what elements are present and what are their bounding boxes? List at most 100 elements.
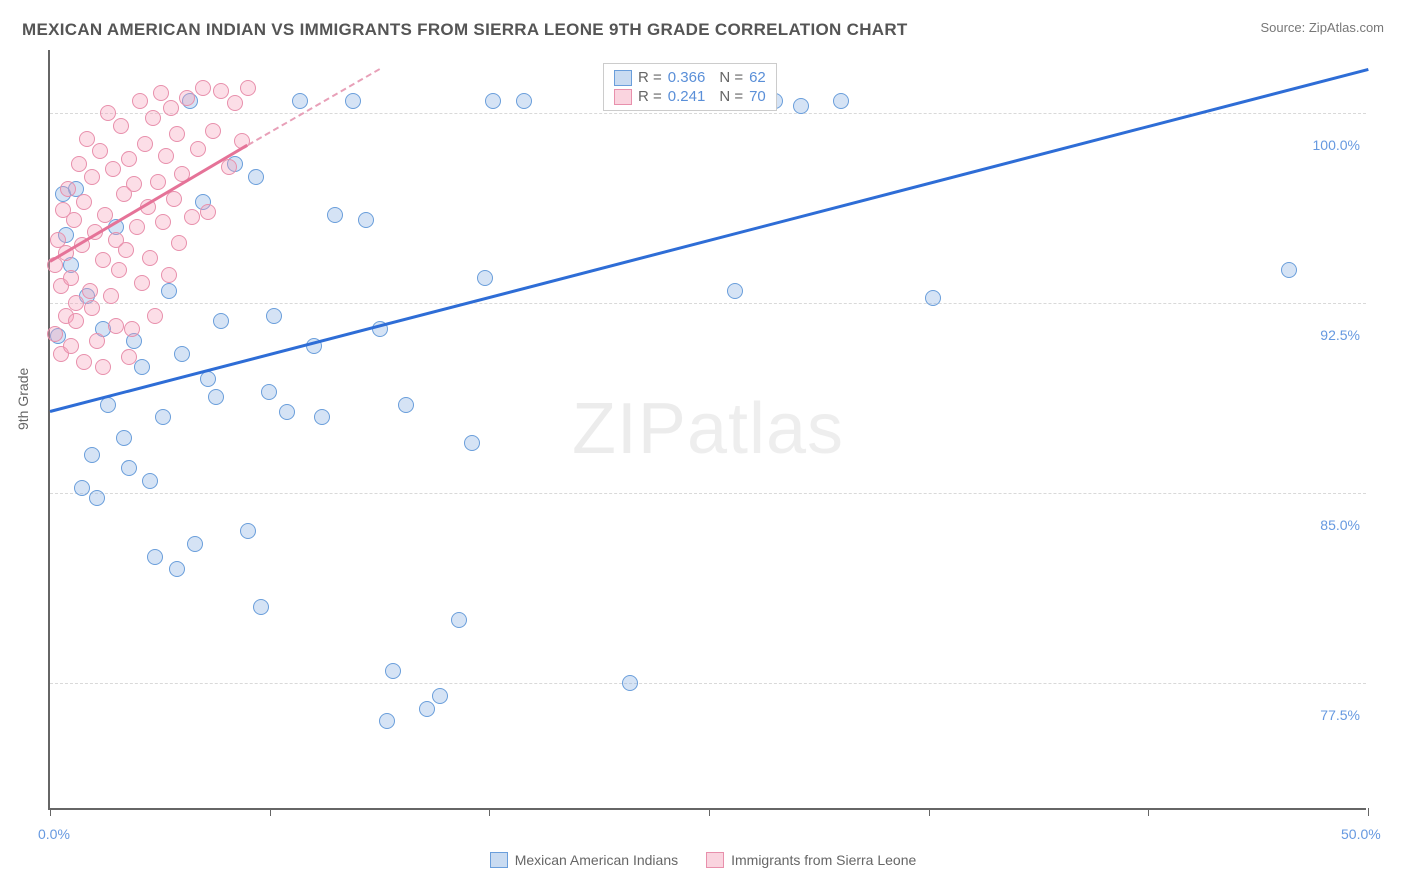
data-point (190, 141, 206, 157)
data-point (60, 181, 76, 197)
data-point (213, 313, 229, 329)
data-point (145, 110, 161, 126)
legend-swatch (614, 70, 632, 86)
data-point (118, 242, 134, 258)
data-point (833, 93, 849, 109)
data-point (155, 409, 171, 425)
data-point (345, 93, 361, 109)
data-point (161, 283, 177, 299)
data-point (95, 252, 111, 268)
data-point (727, 283, 743, 299)
data-point (208, 389, 224, 405)
data-point (451, 612, 467, 628)
data-point (419, 701, 435, 717)
data-point (105, 161, 121, 177)
data-point (100, 105, 116, 121)
data-point (195, 80, 211, 96)
data-point (205, 123, 221, 139)
x-tick (270, 808, 271, 816)
data-point (171, 235, 187, 251)
data-point (116, 430, 132, 446)
data-point (92, 143, 108, 159)
data-point (358, 212, 374, 228)
stats-legend-row: R =0.241N =70 (614, 87, 766, 106)
x-tick (709, 808, 710, 816)
x-tick (50, 808, 51, 816)
series-legend: Mexican American Indians Immigrants from … (0, 852, 1406, 868)
data-point (95, 359, 111, 375)
data-point (516, 93, 532, 109)
watermark-bold: ZIP (572, 389, 687, 469)
y-tick-label: 92.5% (1320, 327, 1360, 343)
n-label: N = (719, 69, 743, 86)
data-point (213, 83, 229, 99)
n-value: 62 (749, 69, 766, 86)
data-point (155, 214, 171, 230)
x-tick (1148, 808, 1149, 816)
legend-swatch (706, 852, 724, 868)
data-point (124, 321, 140, 337)
x-tick (489, 808, 490, 816)
r-label: R = (638, 88, 662, 105)
gridline-h (50, 303, 1366, 304)
data-point (47, 326, 63, 342)
data-point (253, 599, 269, 615)
data-point (266, 308, 282, 324)
x-tick-label: 50.0% (1341, 826, 1381, 842)
stats-legend: R =0.366N =62R =0.241N =70 (603, 63, 777, 111)
legend-item: Mexican American Indians (490, 852, 678, 868)
y-axis-title: 9th Grade (15, 368, 31, 430)
data-point (134, 275, 150, 291)
data-point (108, 318, 124, 334)
data-point (240, 523, 256, 539)
gridline-h (50, 113, 1366, 114)
n-label: N = (719, 88, 743, 105)
data-point (221, 159, 237, 175)
data-point (174, 346, 190, 362)
legend-label: Mexican American Indians (515, 852, 678, 868)
regression-line (247, 68, 380, 146)
data-point (153, 85, 169, 101)
legend-label: Immigrants from Sierra Leone (731, 852, 916, 868)
watermark: ZIPatlas (572, 388, 844, 470)
data-point (113, 118, 129, 134)
data-point (111, 262, 127, 278)
data-point (187, 536, 203, 552)
watermark-thin: atlas (687, 389, 844, 469)
chart-title: MEXICAN AMERICAN INDIAN VS IMMIGRANTS FR… (22, 20, 908, 40)
data-point (227, 95, 243, 111)
data-point (89, 490, 105, 506)
data-point (68, 313, 84, 329)
data-point (82, 283, 98, 299)
regression-line (50, 68, 1369, 413)
data-point (793, 98, 809, 114)
data-point (184, 209, 200, 225)
scatter-plot: ZIPatlas 77.5%85.0%92.5%100.0%R =0.366N … (48, 50, 1366, 810)
data-point (142, 473, 158, 489)
data-point (379, 713, 395, 729)
data-point (477, 270, 493, 286)
gridline-h (50, 493, 1366, 494)
data-point (84, 169, 100, 185)
data-point (121, 151, 137, 167)
gridline-h (50, 683, 1366, 684)
data-point (240, 80, 256, 96)
data-point (103, 288, 119, 304)
data-point (158, 148, 174, 164)
y-tick-label: 100.0% (1313, 137, 1360, 153)
data-point (121, 349, 137, 365)
data-point (132, 93, 148, 109)
data-point (150, 174, 166, 190)
data-point (134, 359, 150, 375)
data-point (163, 100, 179, 116)
data-point (169, 561, 185, 577)
data-point (142, 250, 158, 266)
data-point (161, 267, 177, 283)
data-point (327, 207, 343, 223)
data-point (76, 194, 92, 210)
y-tick-label: 85.0% (1320, 517, 1360, 533)
data-point (129, 219, 145, 235)
x-tick-label: 0.0% (38, 826, 70, 842)
data-point (385, 663, 401, 679)
legend-swatch (490, 852, 508, 868)
